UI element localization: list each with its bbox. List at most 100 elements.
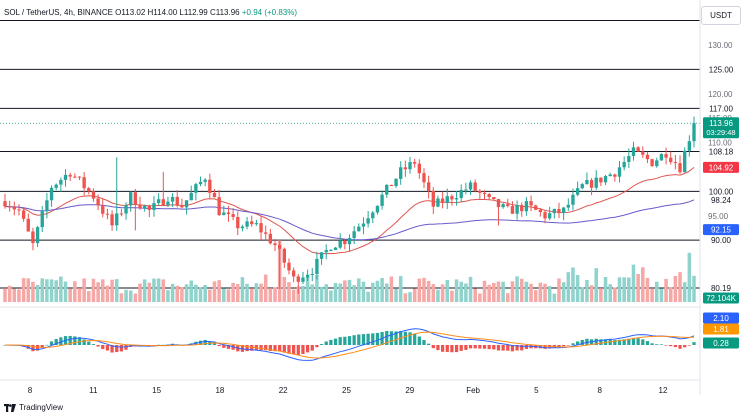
volume-bar: [249, 288, 254, 302]
macd-histogram-bar: [613, 340, 617, 345]
volume-bar: [301, 285, 305, 302]
macd-histogram-bar: [436, 345, 440, 351]
volume-bar: [305, 276, 310, 302]
candle-body: [21, 210, 26, 219]
candle-body: [641, 151, 645, 155]
x-axis-tick-label: 29: [405, 386, 414, 395]
candle-body: [613, 174, 617, 177]
macd-histogram-bar: [45, 344, 49, 346]
candle-body: [664, 154, 668, 158]
candle-body: [515, 205, 519, 214]
candle-body: [222, 212, 226, 216]
volume-bar: [529, 283, 533, 302]
candle-body: [161, 199, 165, 206]
candle-body: [166, 201, 170, 206]
volume-bar: [403, 293, 408, 302]
volume-bar: [263, 274, 268, 302]
y-axis-tick-label: 120.00: [708, 90, 733, 99]
candle-body: [412, 162, 417, 164]
macd-histogram-bar: [264, 345, 268, 351]
macd-histogram-bar: [324, 341, 328, 345]
volume-bar: [194, 284, 198, 302]
volume-bar: [231, 282, 235, 302]
candle-body: [73, 176, 77, 178]
volume-bar: [566, 272, 571, 302]
volume-bar: [49, 279, 54, 302]
volume-bar: [54, 280, 58, 302]
volume-bar: [673, 276, 678, 302]
volume-bar: [426, 280, 431, 302]
macd-histogram-bar: [631, 337, 636, 345]
candle-body: [524, 201, 529, 212]
candle-body: [482, 192, 487, 195]
volume-bar: [408, 292, 412, 302]
level-price-tag-bg: [703, 185, 739, 197]
symbol-header: SOL / TetherUS, 4h, BINANCE O113.02 H114…: [4, 8, 297, 17]
candle-body: [3, 201, 7, 207]
candle-body: [478, 190, 482, 193]
level-price-tag: 100.00: [709, 187, 734, 196]
candle-body: [115, 213, 119, 226]
volume-bar: [259, 283, 263, 302]
macd-histogram-bar: [59, 337, 63, 345]
candle-body: [520, 205, 524, 212]
candle-body: [119, 213, 124, 215]
macd-histogram-bar: [40, 345, 44, 348]
candle-body: [589, 180, 594, 188]
volume-bar: [580, 287, 585, 302]
macd-histogram-bar: [450, 345, 454, 353]
level-price-tag: 80.19: [711, 284, 732, 293]
macd-histogram-bar: [492, 345, 496, 350]
volume-bar: [212, 281, 217, 302]
ema-price-tag-bg: [703, 224, 739, 236]
macd-histogram-bar: [54, 339, 58, 345]
candle-body: [510, 206, 515, 214]
volume-bar: [510, 281, 515, 302]
macd-histogram-bar: [35, 345, 40, 351]
volume-bar: [142, 279, 147, 302]
macd-histogram-bar: [310, 345, 314, 351]
volume-bar: [240, 277, 245, 302]
volume-bar: [571, 267, 575, 302]
macd-histogram-bar: [687, 345, 691, 346]
candle-body: [622, 161, 626, 168]
candle-body: [492, 197, 496, 200]
macd-histogram-bar: [115, 345, 119, 353]
tradingview-brand[interactable]: TradingView: [4, 403, 63, 412]
macd-histogram-bar: [678, 345, 682, 349]
x-axis-tick-label: 12: [659, 386, 668, 395]
volume-bar: [687, 252, 692, 302]
macd-value-tag: 2.10: [713, 314, 729, 323]
volume-bar: [170, 283, 175, 302]
volume-bar: [464, 283, 468, 302]
volume-bar: [631, 264, 636, 302]
macd-histogram-bar: [557, 345, 561, 348]
candle-body: [650, 159, 654, 167]
currency-button[interactable]: USDT: [701, 6, 741, 25]
x-axis-tick-label: 15: [152, 386, 161, 395]
candle-body: [673, 162, 678, 164]
volume-bar: [599, 288, 603, 302]
volume-bar: [492, 282, 496, 302]
candle-body: [347, 238, 352, 245]
volume-bar: [128, 290, 133, 302]
volume-bar: [268, 288, 273, 302]
volume-bar: [189, 280, 193, 302]
macd-histogram-bar: [343, 336, 347, 345]
volume-bar: [357, 278, 361, 302]
candle-body: [175, 196, 179, 206]
y-axis-tick-label: 95.00: [708, 212, 729, 221]
candle-body: [501, 204, 505, 208]
macd-histogram-bar: [641, 339, 645, 345]
candle-body: [129, 192, 133, 206]
macd-histogram-bar: [31, 345, 35, 352]
candle-body: [315, 258, 319, 274]
volume-bar: [519, 278, 524, 302]
level-price-tag: 108.18: [709, 147, 734, 156]
macd-histogram-bar: [166, 344, 170, 346]
candle-body: [54, 184, 58, 188]
macd-histogram-bar: [408, 332, 412, 345]
volume-bar: [156, 278, 161, 302]
histogram-value-tag: 0.28: [713, 339, 729, 348]
